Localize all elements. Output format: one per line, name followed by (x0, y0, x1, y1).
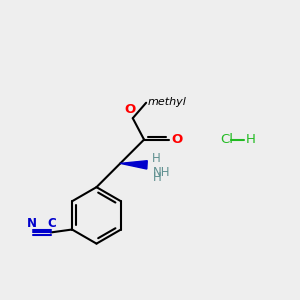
Text: H: H (246, 133, 256, 146)
Text: methyl: methyl (148, 97, 187, 106)
Text: H: H (152, 152, 160, 165)
Text: O: O (125, 103, 136, 116)
Polygon shape (120, 161, 147, 169)
Text: H: H (152, 171, 161, 184)
Text: O: O (171, 133, 182, 146)
Text: C: C (47, 217, 56, 230)
Text: NH: NH (152, 166, 170, 179)
Text: N: N (27, 217, 37, 230)
Text: Cl: Cl (220, 133, 233, 146)
